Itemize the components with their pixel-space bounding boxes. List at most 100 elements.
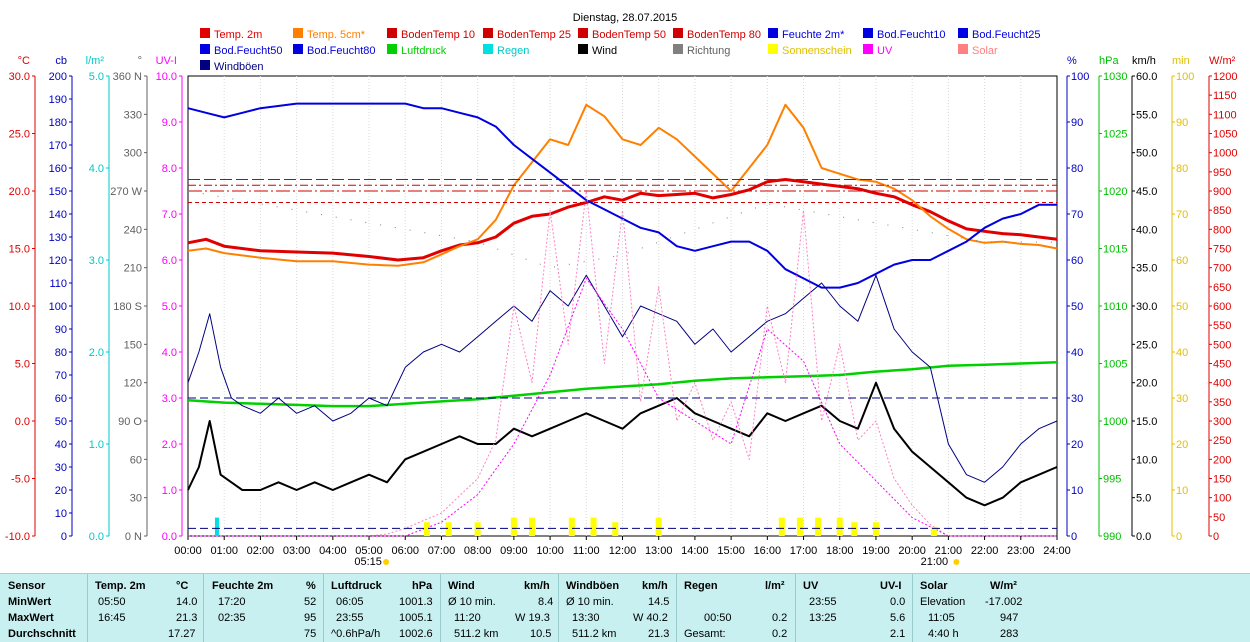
axis-left-tick-label: 15.0 xyxy=(9,244,30,256)
plot-area xyxy=(187,75,1058,537)
stats-wind-unit: km/h xyxy=(524,580,550,592)
axis-left-tick-label: 6.0 xyxy=(162,255,177,267)
axis-left-tick-label: 3.0 xyxy=(162,393,177,405)
axis-right-tick-label: 800 xyxy=(1213,224,1231,236)
stats-wind-max-time: 11:20 xyxy=(454,612,481,624)
x-tick-label: 19:00 xyxy=(862,545,890,557)
axis-left-tick-label: 20 xyxy=(55,485,67,497)
axis-right-tick-label: 700 xyxy=(1213,263,1231,275)
axis-right-tick-label: 0 xyxy=(1071,531,1077,543)
stats-solar-avg: 283 xyxy=(1000,628,1019,640)
stats-wind-distance: 511.2 km xyxy=(454,628,499,640)
axis-left-tick-label: 5.0 xyxy=(89,71,104,83)
legend-swatch xyxy=(768,28,778,38)
axis-left-tick-label: 60 xyxy=(130,454,142,466)
sunshine-bar xyxy=(510,517,517,536)
axis-right-tick-label: 60 xyxy=(1071,255,1083,267)
stats-hum-max-time: 02:35 xyxy=(218,612,246,624)
stats-solar-elevation-label: Elevation xyxy=(920,596,966,608)
axis-right-tick-label: 90 xyxy=(1176,117,1188,129)
stats-hum-min: 52 xyxy=(304,596,317,608)
legend-swatch xyxy=(387,44,397,54)
axis-right-unit: km/h xyxy=(1132,55,1156,67)
axis-right-tick-label: 650 xyxy=(1213,282,1231,294)
axis-right-tick-label: 60.0 xyxy=(1136,71,1157,83)
axis-right-tick-label: 100 xyxy=(1213,493,1231,505)
axis-right-tick-label: 15.0 xyxy=(1136,416,1157,428)
stats-hum-header: Feuchte 2m xyxy=(212,580,274,592)
stats-gust-max: W 40.2 xyxy=(633,612,668,624)
x-tick-label: 22:00 xyxy=(971,545,999,557)
axis-right-tick-label: 35.0 xyxy=(1136,263,1157,275)
axis-right-tick-label: 10 xyxy=(1071,485,1083,497)
x-tick-label: 02:00 xyxy=(247,545,275,557)
legend-label: Temp. 5cm* xyxy=(307,29,366,41)
stats-temp-max: 21.3 xyxy=(176,612,198,624)
stats-gust-max-time: 13:30 xyxy=(572,612,600,624)
legend-label: BodenTemp 80 xyxy=(687,29,761,41)
stats-temp-header: Temp. 2m xyxy=(95,580,146,592)
axis-right-tick-label: 1000 xyxy=(1103,416,1127,428)
stats-uv-max: 5.6 xyxy=(890,612,906,624)
stats-temp-avg: 17.27 xyxy=(168,628,196,640)
axis-right-tick-label: 850 xyxy=(1213,205,1231,217)
axis-right-tick-label: 0 xyxy=(1176,531,1182,543)
sunset-label: 21:00 xyxy=(921,556,949,568)
axis-left-tick-label: 5.0 xyxy=(15,359,30,371)
axis-right-unit: % xyxy=(1067,55,1077,67)
legend-swatch xyxy=(863,44,873,54)
stats-wind-avg: 10.5 xyxy=(530,628,552,640)
sunshine-bar xyxy=(445,522,452,536)
axis-left-unit: UV-I xyxy=(156,55,177,67)
legend-label: Regen xyxy=(497,45,529,57)
stats-gust-avg: 21.3 xyxy=(648,628,670,640)
x-tick-label: 11:00 xyxy=(573,545,600,557)
axis-left-tick-label: 4.0 xyxy=(89,163,104,175)
axis-left-tick-label: 160 xyxy=(49,163,67,175)
axis-left-unit: °C xyxy=(18,55,30,67)
axis-right-tick-label: 950 xyxy=(1213,167,1231,179)
axis-right-tick-label: 40 xyxy=(1071,347,1083,359)
axis-left-tick-label: 270 W xyxy=(110,186,142,198)
stats-press-header: Luftdruck xyxy=(331,580,382,592)
legend-label: Luftdruck xyxy=(401,45,447,57)
axis-right-tick-label: 0.0 xyxy=(1136,531,1151,543)
sunrise-sun-icon xyxy=(383,559,390,565)
legend-label: BodenTemp 25 xyxy=(497,29,571,41)
axis-right-tick-label: 1050 xyxy=(1213,129,1237,141)
stats-gust-min: 14.5 xyxy=(648,596,670,608)
axis-right-tick-label: 50 xyxy=(1176,301,1188,313)
x-tick-label: 10:00 xyxy=(536,545,564,557)
axis-right-unit: min xyxy=(1172,55,1190,67)
axis-left-tick-label: 330 xyxy=(124,109,142,121)
stats-press-trend: ^0.6hPa/h xyxy=(331,628,381,640)
axis-left-tick-label: 180 xyxy=(49,117,67,129)
legend-label: Bod.Feucht80 xyxy=(307,45,376,57)
axis-right-tick-label: 10 xyxy=(1176,485,1188,497)
sunshine-bar xyxy=(796,517,803,536)
sunshine-bar xyxy=(568,517,575,536)
stats-row-min: MinWert xyxy=(8,596,52,608)
axis-right-tick-label: 50.0 xyxy=(1136,148,1157,160)
axis-left-tick-label: 90 xyxy=(55,324,67,336)
x-tick-label: 09:00 xyxy=(500,545,528,557)
stats-row-max: MaxWert xyxy=(8,612,54,624)
stats-temp-unit: °C xyxy=(176,580,189,592)
statistics-table: Sensor MinWert MaxWert Durchschnitt Temp… xyxy=(0,573,1250,642)
axis-left-tick-label: 360 N xyxy=(113,71,142,83)
legend-label: BodenTemp 50 xyxy=(592,29,666,41)
sunshine-bar xyxy=(612,522,619,536)
stats-gust-min-label: Ø 10 min. xyxy=(566,596,614,608)
stats-press-avg: 1002.6 xyxy=(399,628,433,640)
stats-solar-duration: 4:40 h xyxy=(928,628,959,640)
sunshine-bar xyxy=(655,517,662,536)
axis-right-tick-label: 40.0 xyxy=(1136,224,1157,236)
stats-press-min-time: 06:05 xyxy=(336,596,364,608)
stats-uv-avg: 2.1 xyxy=(890,628,906,640)
legend-label: Temp. 2m xyxy=(214,29,262,41)
chart-title: Dienstag, 28.07.2015 xyxy=(573,12,678,24)
legend-swatch xyxy=(293,28,303,38)
axis-left-unit: l/m² xyxy=(86,55,105,67)
axis-left-tick-label: 40 xyxy=(55,439,67,451)
stats-gust-unit: km/h xyxy=(642,580,668,592)
